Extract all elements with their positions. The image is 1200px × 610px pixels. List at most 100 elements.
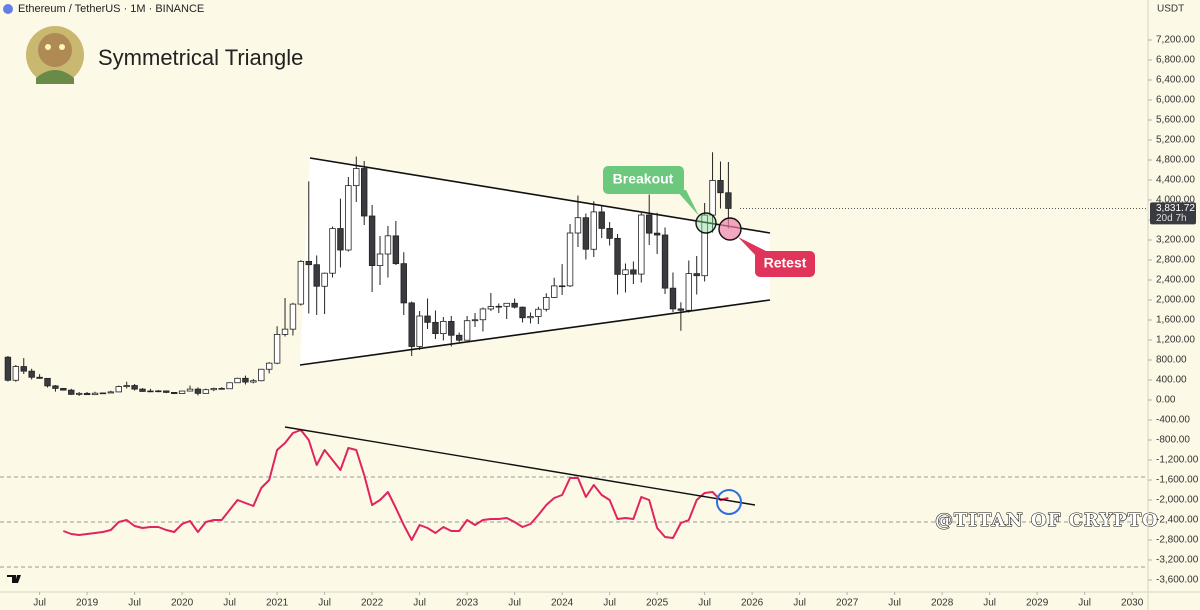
candle-body	[384, 235, 392, 255]
candle-body	[527, 316, 534, 319]
axis-unit: USDT	[1157, 4, 1184, 15]
candle-body	[685, 273, 692, 311]
candle-body	[226, 382, 233, 390]
candle-body	[250, 380, 257, 383]
indicator-circle	[716, 489, 742, 515]
candle-body	[614, 237, 621, 275]
y-tick-label: 6,000.00	[1156, 95, 1195, 106]
candle-body	[392, 235, 400, 265]
candle-body	[709, 180, 716, 216]
y-tick-label: -800.00	[1156, 435, 1190, 446]
candle-body	[281, 328, 289, 335]
y-tick-label: -2,800.00	[1156, 535, 1199, 546]
candle-body	[155, 390, 162, 393]
retest-box	[755, 251, 815, 277]
candle-body	[479, 308, 487, 321]
candle-body	[368, 215, 376, 266]
candle-body	[471, 319, 479, 322]
x-tick-label: 2022	[361, 598, 384, 609]
candle-body	[329, 228, 336, 274]
x-tick-label: Jul	[603, 598, 616, 609]
x-tick-label: 2023	[456, 598, 479, 609]
candle-body	[99, 392, 107, 395]
x-tick-label: Jul	[793, 598, 806, 609]
symbol-icon	[3, 4, 13, 14]
y-tick-label: 4,800.00	[1156, 155, 1195, 166]
candle-body	[4, 356, 12, 381]
candle-body	[305, 260, 312, 266]
candle-body	[115, 386, 122, 393]
candle-body	[606, 227, 613, 239]
candle-body	[653, 232, 661, 236]
triangle-fill	[300, 158, 770, 365]
y-tick-label: 2,000.00	[1156, 295, 1195, 306]
candle-body	[551, 285, 558, 298]
candle-body	[337, 228, 344, 251]
x-tick-label: 2027	[836, 598, 859, 609]
y-tick-label: 4,000.00	[1156, 195, 1195, 206]
candle-body	[455, 334, 463, 341]
logo	[7, 575, 21, 583]
candle-body	[495, 305, 502, 308]
candle-body	[622, 269, 629, 275]
candle-body	[646, 214, 653, 234]
breakout-circle	[695, 212, 717, 234]
candle-body	[677, 308, 685, 311]
candle-body	[60, 387, 67, 391]
candle-body	[186, 388, 194, 392]
y-tick-label: 1,200.00	[1156, 335, 1195, 346]
x-tick-label: Jul	[983, 598, 996, 609]
candle-body	[28, 370, 35, 378]
x-tick-label: Jul	[888, 598, 901, 609]
candle-body	[566, 232, 574, 287]
candle-body	[519, 306, 526, 319]
candle-body	[432, 321, 439, 335]
candle-body	[321, 272, 328, 287]
y-tick-label: -1,600.00	[1156, 475, 1199, 486]
candle-body	[289, 303, 297, 330]
candle-body	[463, 320, 471, 341]
candle-body	[163, 390, 170, 393]
candle-body	[202, 389, 210, 394]
y-tick-label: 4,400.00	[1156, 175, 1195, 186]
candle-body	[345, 185, 352, 251]
y-tick-label: 800.00	[1156, 355, 1187, 366]
x-tick-label: 2020	[171, 598, 194, 609]
candle-body	[131, 385, 138, 390]
x-tick-label: Jul	[128, 598, 141, 609]
candle-body	[638, 214, 645, 275]
chart-title: Symmetrical Triangle	[98, 45, 303, 70]
x-tick-label: Jul	[698, 598, 711, 609]
candle-body	[36, 376, 43, 379]
candle-body	[12, 366, 20, 381]
candle-body	[234, 377, 241, 384]
candle-body	[574, 217, 582, 234]
last-price-label: 3,831.72	[1156, 203, 1195, 214]
candle-body	[107, 391, 115, 394]
candle-body	[258, 368, 265, 382]
candle-body	[416, 315, 423, 347]
candle-body	[123, 385, 130, 388]
breakout-pointer	[676, 190, 699, 216]
x-tick-label: 2030	[1121, 598, 1144, 609]
retest-circle	[718, 217, 742, 241]
symbol-header: Ethereum / TetherUS · 1M · BINANCE	[18, 3, 204, 15]
candle-body	[273, 333, 281, 364]
breakout-box	[603, 166, 684, 194]
candle-body	[408, 302, 415, 347]
candle-body	[210, 388, 217, 391]
candle-body	[543, 296, 550, 310]
candle-body	[297, 260, 305, 305]
candle-body	[511, 302, 518, 308]
countdown-label: 20d 7h	[1156, 213, 1187, 224]
candle-body	[139, 388, 146, 392]
candle-body	[558, 285, 566, 288]
candle-body	[52, 385, 59, 389]
candle-body	[376, 253, 384, 266]
candle-body	[590, 211, 597, 250]
axis-labels: 7,200.00 6,800.00 6,400.00 6,000.00 5,600.00…	[33, 35, 1199, 609]
candle-body	[693, 273, 700, 277]
candle-body	[83, 392, 91, 396]
